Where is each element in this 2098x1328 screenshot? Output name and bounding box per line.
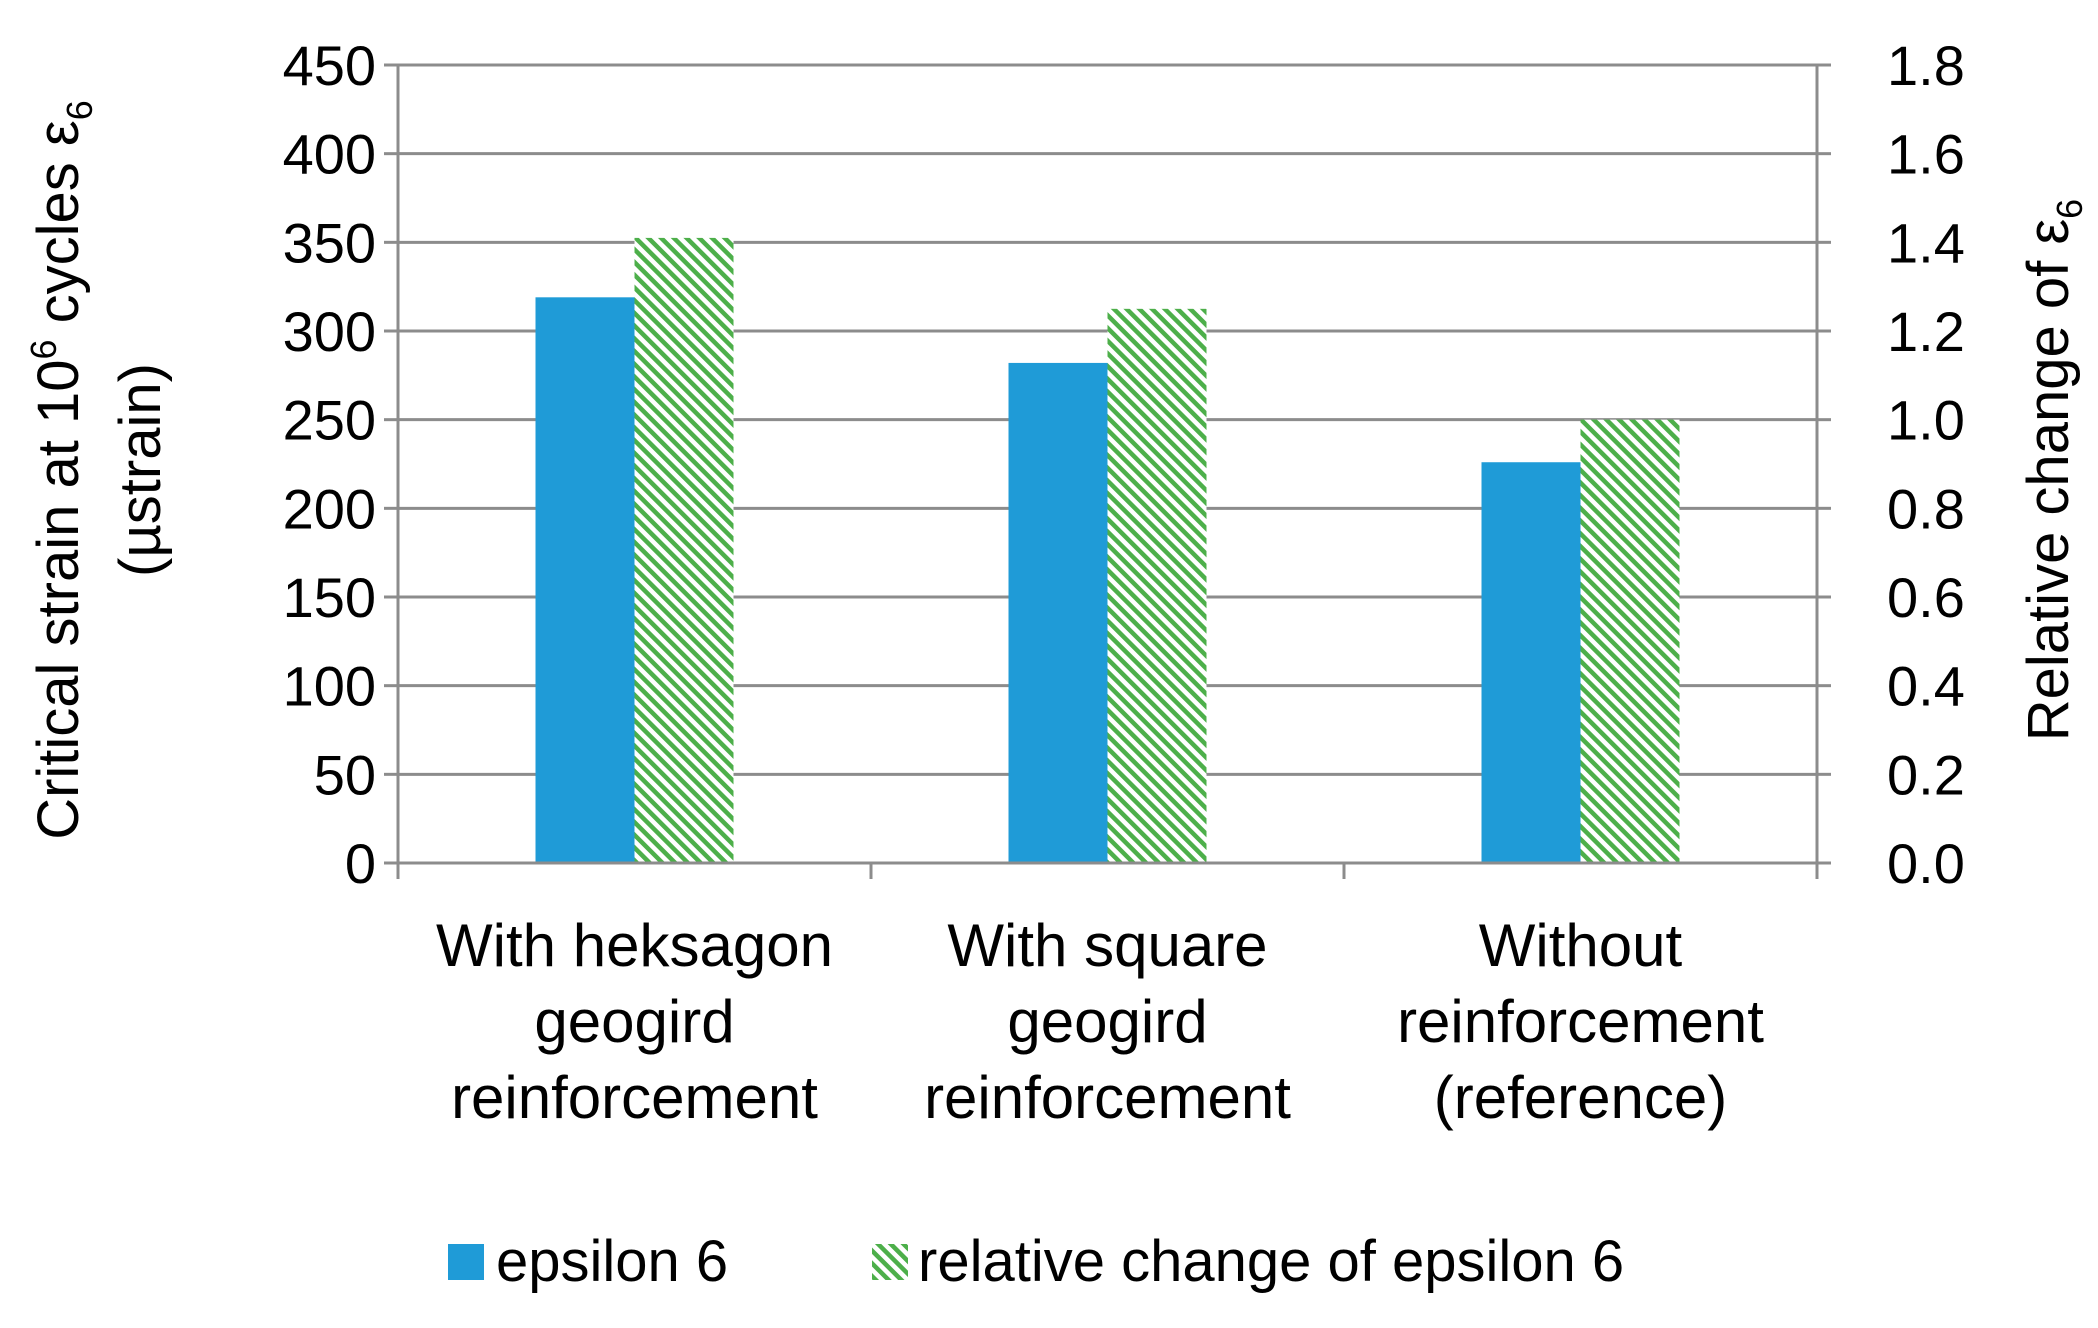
right-tick-label: 1.0 (1887, 389, 1965, 452)
left-tick-label: 0 (345, 832, 376, 895)
right-tick-label: 0.0 (1887, 832, 1965, 895)
right-tick-label: 1.2 (1887, 300, 1965, 363)
left-tick-label: 50 (314, 743, 376, 806)
bars (535, 237, 1680, 864)
legend-swatch-epsilon-6 (448, 1244, 484, 1280)
category-label: Without reinforcement (reference) (1397, 912, 1764, 1131)
bar-relative-change (1580, 419, 1680, 863)
category-label: With heksagon geogird reinforcement (436, 912, 833, 1131)
right-tick-label: 1.4 (1887, 211, 1965, 274)
right-tick-label: 1.6 (1887, 123, 1965, 186)
left-tick-label: 450 (283, 34, 376, 97)
bar-epsilon-6 (535, 297, 635, 864)
legend-swatch-relative-change (872, 1244, 908, 1280)
left-tick-label: 150 (283, 566, 376, 629)
bar-epsilon-6 (1008, 362, 1108, 863)
category-label: With square geogird reinforcement (924, 912, 1291, 1131)
legend: epsilon 6 relative change of epsilon 6 (448, 1229, 1624, 1294)
category-labels: With heksagon geogird reinforcement With sq… (436, 912, 1764, 1131)
left-tick-label: 250 (283, 389, 376, 452)
right-tick-label: 0.4 (1887, 655, 1965, 718)
left-axis-title: Critical strain at 106 cycles ε6 (23, 100, 100, 840)
right-axis-tick-labels: 0.0 0.2 0.4 0.6 0.8 1.0 1.2 1.4 1.6 1.8 (1887, 34, 1965, 895)
axes (384, 63, 1831, 879)
left-tick-label: 300 (283, 300, 376, 363)
right-tick-label: 1.8 (1887, 34, 1965, 97)
bar-relative-change (1107, 308, 1207, 863)
left-tick-label: 100 (283, 655, 376, 718)
right-tick-label: 0.6 (1887, 566, 1965, 629)
right-axis-title: Relative change of ε6 (2016, 199, 2090, 741)
bar-relative-change (634, 237, 734, 863)
left-axis-title-line2: (µstrain) (108, 363, 173, 577)
left-tick-label: 350 (283, 211, 376, 274)
left-tick-label: 400 (283, 123, 376, 186)
right-tick-label: 0.8 (1887, 477, 1965, 540)
left-tick-label: 200 (283, 477, 376, 540)
legend-label-relative-change: relative change of epsilon 6 (918, 1229, 1624, 1294)
bar-epsilon-6 (1481, 462, 1581, 863)
legend-label-epsilon-6: epsilon 6 (496, 1229, 728, 1294)
right-tick-label: 0.2 (1887, 743, 1965, 806)
left-axis-tick-labels: 0 50 100 150 200 250 300 350 400 450 (283, 34, 376, 895)
